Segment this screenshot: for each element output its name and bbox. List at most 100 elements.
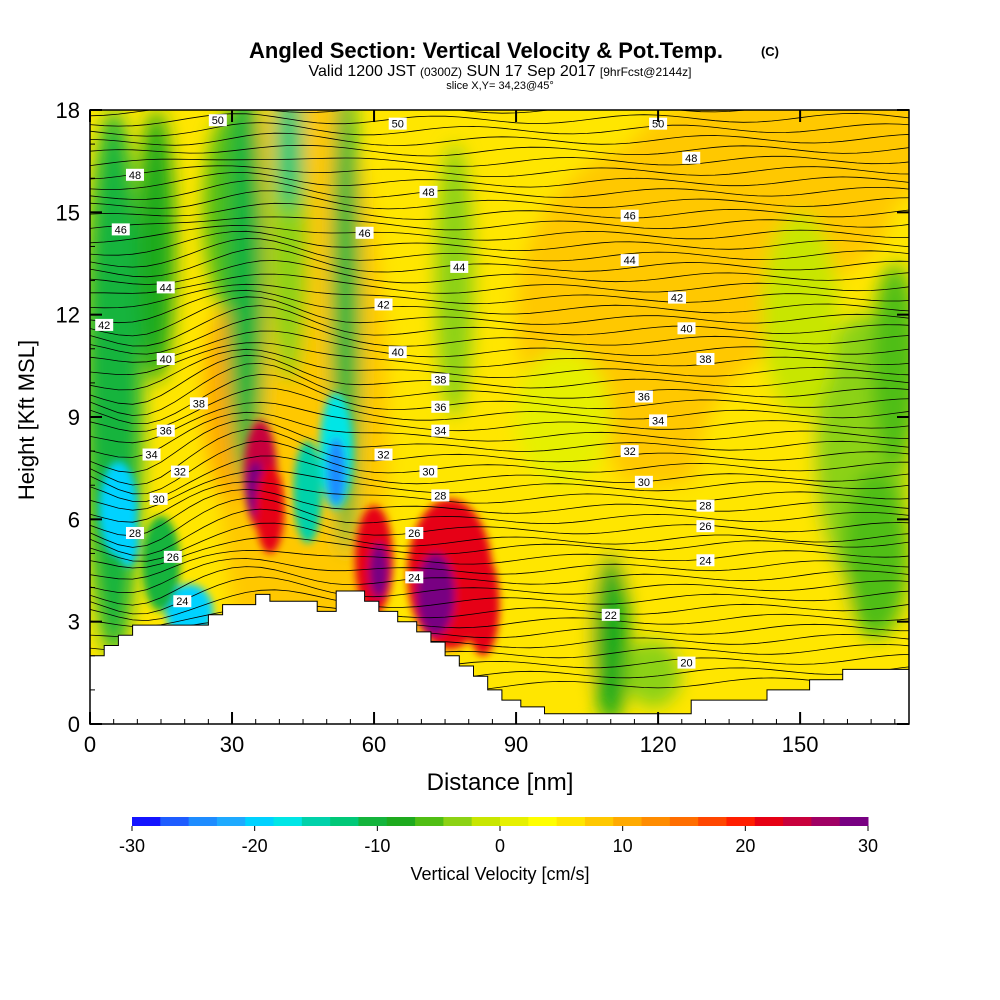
isentrope-line	[90, 419, 909, 474]
contour-label: 36	[156, 424, 175, 438]
colorbar-ticks: -30 -20 -10 0 10 20 30	[119, 826, 878, 856]
velocity-region	[624, 638, 682, 707]
isentrope-line	[90, 216, 909, 231]
contour-label: 48	[419, 185, 438, 199]
velocity-region	[842, 468, 909, 639]
isentrope-line	[90, 508, 909, 556]
isentrope-line	[90, 549, 909, 580]
contour-label-bg	[649, 117, 668, 130]
y-tick-label: 3	[68, 610, 80, 635]
colorbar-tick-label: 20	[735, 836, 755, 856]
contour-label-bg	[601, 608, 620, 621]
subtitle-forecast: [9hrFcst@2144z]	[600, 65, 692, 79]
contour-label: 34	[431, 424, 450, 438]
colorbar	[132, 817, 869, 826]
contour-label: 24	[405, 571, 424, 584]
contour-label-text: 50	[212, 115, 224, 127]
contour-label-bg	[156, 281, 175, 294]
contour-label: 36	[634, 390, 653, 404]
contour-label-bg	[620, 209, 639, 222]
y-tick-label: 6	[68, 507, 80, 532]
isentrope-line	[90, 342, 909, 376]
contour-label: 48	[125, 168, 144, 182]
contour-label-bg	[431, 400, 450, 413]
y-tick-label: 15	[56, 200, 80, 225]
colorbar-tick-label: -10	[364, 836, 390, 856]
contour-label: 26	[163, 550, 182, 564]
chart-title-unit: (C)	[761, 44, 779, 59]
isentrope-line	[90, 289, 909, 324]
contour-label-text: 36	[638, 392, 650, 404]
contour-label-bg	[696, 520, 715, 533]
contour-label-bg	[355, 226, 374, 239]
contour-label-bg	[620, 445, 639, 458]
isentrope-line	[90, 387, 909, 433]
subtitle-prefix: Valid 1200 JST	[309, 63, 417, 80]
x-axis: 0 30 60 90 120 150	[84, 110, 896, 757]
contour-label: 50	[649, 117, 668, 131]
colorbar-swatch	[754, 817, 784, 826]
contour-label-bg	[156, 353, 175, 366]
isentrope-line	[90, 401, 909, 444]
colorbar-swatch	[330, 817, 359, 826]
contour-label-text: 50	[392, 119, 404, 131]
velocity-core	[369, 543, 389, 598]
colorbar-swatch	[839, 817, 869, 826]
colorbar-swatch	[301, 817, 331, 826]
velocity-region	[871, 263, 909, 469]
contour-label: 20	[677, 656, 696, 670]
chart-subtitle: Valid 1200 JST (0300Z) SUN 17 Sep 2017 […	[309, 63, 692, 80]
contour-label-text: 44	[624, 255, 636, 267]
contour-label-bg	[173, 595, 192, 608]
x-tick-label: 120	[640, 732, 677, 757]
colorbar-swatch	[160, 817, 190, 826]
contour-label-text: 40	[160, 354, 172, 366]
colorbar-swatch	[641, 817, 671, 826]
isentrope-line	[90, 469, 909, 511]
contour-label-text: 34	[145, 450, 157, 462]
colorbar-swatch	[273, 817, 303, 826]
velocity-cores	[99, 393, 500, 656]
isentrope-line	[90, 522, 909, 562]
velocity-region	[591, 553, 630, 724]
contour-label-text: 26	[408, 528, 420, 540]
contour-label: 26	[405, 526, 424, 540]
contour-label-bg	[431, 424, 450, 437]
isentrope-line	[90, 348, 909, 391]
contour-label-text: 46	[358, 228, 370, 240]
slice-label: slice X,Y= 34,23@45°	[446, 80, 554, 92]
contour-label: 36	[431, 400, 450, 414]
contour-label-text: 48	[129, 170, 141, 182]
terrain	[90, 590, 909, 724]
colorbar-swatch	[500, 817, 529, 826]
velocity-region	[274, 110, 304, 213]
x-axis-label: Distance [nm]	[427, 769, 574, 796]
contour-label-bg	[677, 656, 696, 669]
contour-label-text: 38	[434, 374, 446, 386]
contour-label-bg	[163, 550, 182, 563]
contour-label-bg	[111, 223, 130, 236]
colorbar-swatch	[471, 817, 501, 826]
contour-label: 34	[649, 414, 668, 427]
contour-label-bg	[208, 114, 227, 127]
contour-label-bg	[170, 465, 189, 478]
contour-label-bg	[431, 489, 450, 502]
colorbar-swatch	[528, 817, 558, 826]
isentrope-line	[90, 190, 909, 210]
contour-label: 22	[601, 608, 620, 622]
contour-label: 30	[149, 492, 168, 506]
isentrope-line	[90, 455, 909, 502]
contour-label: 44	[450, 260, 469, 274]
contour-label: 28	[696, 499, 715, 513]
colorbar-swatch	[132, 817, 161, 826]
velocity-core	[416, 553, 455, 636]
y-tick-label: 9	[68, 405, 80, 430]
contour-label-bg	[125, 526, 144, 539]
isentrope-line	[90, 576, 909, 615]
isentrope-line	[90, 317, 909, 355]
contour-label: 44	[620, 254, 639, 267]
colorbar-swatch	[584, 817, 614, 826]
contour-label: 24	[696, 554, 715, 567]
colorbar-swatch	[698, 817, 727, 826]
